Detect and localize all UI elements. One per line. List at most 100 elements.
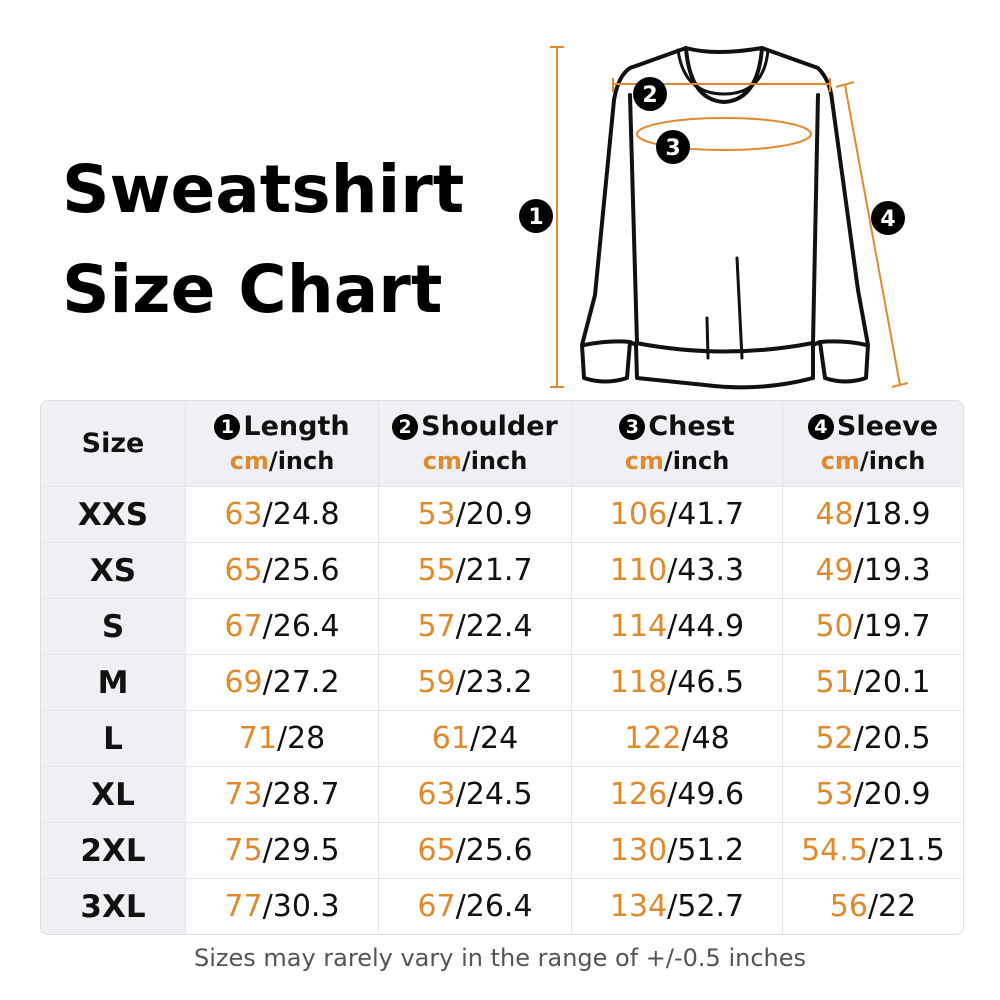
inch-value: /20.9 — [455, 497, 533, 532]
inch-value: /20.5 — [853, 721, 931, 756]
measurement-cell: 65/25.6 — [379, 823, 572, 879]
header-size: Size — [41, 401, 186, 487]
size-cell: XS — [41, 543, 186, 599]
inch-value: /30.3 — [262, 889, 340, 924]
inch-value: /41.7 — [667, 497, 745, 532]
title-line-2: Size Chart — [62, 251, 443, 328]
unit-inch: /inch — [859, 446, 926, 475]
table-row: 2XL 75/29.5 65/25.6 130/51.2 54.5/21.5 — [41, 823, 963, 879]
unit-cm: cm — [624, 446, 664, 475]
inch-value: /28 — [276, 721, 326, 756]
cm-value: 65 — [417, 833, 456, 868]
inch-value: /25.6 — [262, 553, 340, 588]
cm-value: 106 — [609, 497, 668, 532]
cm-value: 126 — [609, 777, 668, 812]
column-label: Chest — [648, 410, 735, 442]
measurement-cell: 53/20.9 — [379, 487, 572, 543]
measurement-cell: 77/30.3 — [186, 879, 379, 934]
inch-value: /25.6 — [455, 833, 533, 868]
column-label: Sleeve — [836, 410, 939, 442]
cm-value: 52 — [815, 721, 854, 756]
inch-value: /48 — [681, 721, 730, 756]
inch-value: /18.9 — [853, 497, 931, 532]
unit-inch: /inch — [461, 446, 528, 475]
column-label: Shoulder — [421, 410, 558, 442]
inch-value: /29.5 — [262, 833, 340, 868]
header-shoulder: 2 Shoulder cm/inch — [379, 401, 572, 487]
inch-value: /19.7 — [853, 609, 931, 644]
cm-value: 61 — [431, 721, 470, 756]
cm-value: 77 — [224, 889, 263, 924]
cm-value: 53 — [417, 497, 456, 532]
inch-value: /26.4 — [455, 889, 533, 924]
size-cell: XL — [41, 767, 186, 823]
inch-value: /51.2 — [667, 833, 745, 868]
marker-1-icon: 1 — [214, 413, 241, 440]
measurement-cell: 118/46.5 — [572, 655, 783, 711]
measurement-cell: 126/49.6 — [572, 767, 783, 823]
table-row: M 69/27.2 59/23.2 118/46.5 51/20.1 — [41, 655, 963, 711]
measure-markers: 1 2 3 4 — [519, 77, 905, 235]
unit-cm: cm — [229, 446, 269, 475]
table-row: S 67/26.4 57/22.4 114/44.9 50/19.7 — [41, 599, 963, 655]
cm-value: 53 — [815, 777, 854, 812]
marker-2-icon — [633, 77, 667, 111]
marker-3-label: 3 — [665, 136, 680, 161]
size-table: Size 1 Length cm/inch 2 Shoulder cm/inch 3 Ch… — [40, 400, 964, 935]
cm-value: 55 — [417, 553, 456, 588]
measurement-cell: 67/26.4 — [186, 599, 379, 655]
size-cell: XXS — [41, 487, 186, 543]
inch-value: /21.5 — [867, 833, 945, 868]
unit-cm: cm — [422, 446, 462, 475]
cm-value: 110 — [609, 553, 668, 588]
cm-value: 114 — [609, 609, 668, 644]
table-row: XS 65/25.6 55/21.7 110/43.3 49/19.3 — [41, 543, 963, 599]
table-row: XXS 63/24.8 53/20.9 106/41.7 48/18.9 — [41, 487, 963, 543]
table-row: XL 73/28.7 63/24.5 126/49.6 53/20.9 — [41, 767, 963, 823]
cm-value: 75 — [224, 833, 263, 868]
inch-value: /44.9 — [667, 609, 745, 644]
cm-value: 67 — [224, 609, 263, 644]
measurement-cell: 61/24 — [379, 711, 572, 767]
inch-value: /24.8 — [262, 497, 340, 532]
inch-value: /24 — [469, 721, 519, 756]
inch-value: /49.6 — [667, 777, 745, 812]
inch-value: /46.5 — [667, 665, 745, 700]
cm-value: 63 — [224, 497, 263, 532]
measurement-cell: 110/43.3 — [572, 543, 783, 599]
measurement-cell: 65/25.6 — [186, 543, 379, 599]
header-chest: 3 Chest cm/inch — [572, 401, 783, 487]
marker-4-icon — [871, 201, 905, 235]
inch-value: /22.4 — [455, 609, 533, 644]
inch-value: /20.1 — [853, 665, 931, 700]
column-label: Length — [243, 410, 350, 442]
measurement-cell: 59/23.2 — [379, 655, 572, 711]
cm-value: 65 — [224, 553, 263, 588]
measurement-cell: 50/19.7 — [783, 599, 963, 655]
page-title: Sweatshirt Size Chart — [62, 140, 464, 340]
inch-value: /21.7 — [455, 553, 533, 588]
marker-3-icon — [656, 130, 690, 164]
cm-value: 134 — [609, 889, 668, 924]
inch-value: /43.3 — [667, 553, 745, 588]
inch-value: /20.9 — [853, 777, 931, 812]
unit-cm: cm — [820, 446, 860, 475]
marker-1-label: 1 — [528, 205, 543, 230]
measurement-cell: 106/41.7 — [572, 487, 783, 543]
marker-4-icon: 4 — [807, 413, 834, 440]
sweatshirt-outline — [580, 46, 870, 390]
measurement-cell: 134/52.7 — [572, 879, 783, 934]
measurement-cell: 130/51.2 — [572, 823, 783, 879]
measurement-cell: 63/24.8 — [186, 487, 379, 543]
cm-value: 130 — [609, 833, 668, 868]
measurement-cell: 48/18.9 — [783, 487, 963, 543]
measurement-cell: 52/20.5 — [783, 711, 963, 767]
measurement-cell: 55/21.7 — [379, 543, 572, 599]
measurement-cell: 53/20.9 — [783, 767, 963, 823]
inch-value: /26.4 — [262, 609, 340, 644]
inch-value: /23.2 — [455, 665, 533, 700]
measurement-cell: 73/28.7 — [186, 767, 379, 823]
header-length: 1 Length cm/inch — [186, 401, 379, 487]
header-sleeve: 4 Sleeve cm/inch — [783, 401, 963, 487]
measurement-cell: 51/20.1 — [783, 655, 963, 711]
